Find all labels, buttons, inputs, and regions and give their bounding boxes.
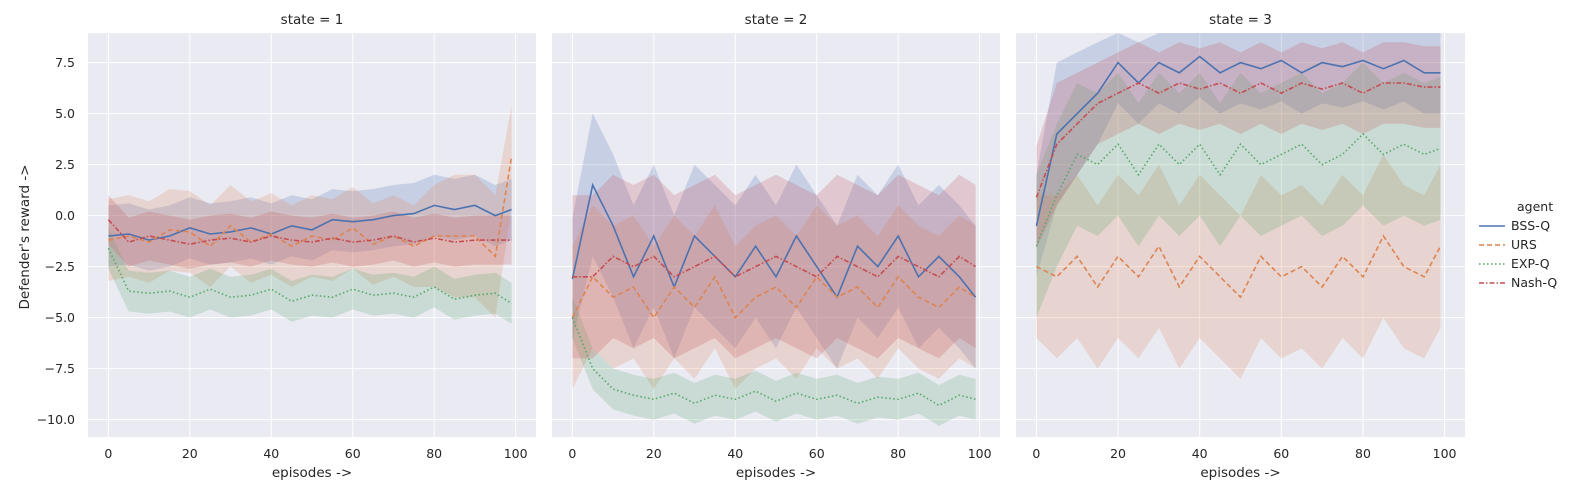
series-group xyxy=(571,113,977,426)
x-tick-label: 0 xyxy=(1032,446,1040,461)
ci-band-urs xyxy=(1036,154,1441,379)
y-tick-label: −2.5 xyxy=(45,259,75,274)
legend-title: agent xyxy=(1517,199,1553,214)
ci-band-exp-q xyxy=(108,227,512,324)
x-axis-label: episodes -> xyxy=(736,465,816,481)
panel-title: state = 3 xyxy=(1209,12,1272,28)
y-tick-label: 5.0 xyxy=(55,106,75,121)
ci-band-nash-q xyxy=(572,174,976,359)
x-tick-label: 60 xyxy=(1273,446,1289,461)
x-tick-label: 100 xyxy=(968,446,992,461)
panel-2: 0 20 40 60 80 100 state = 2 episodes -> xyxy=(552,12,1000,481)
series-line-exp-q xyxy=(1035,132,1441,247)
legend-entries: BSS-Q URS EXP-Q Nash-Q xyxy=(1479,218,1557,290)
x-tick-label: 100 xyxy=(504,446,528,461)
legend-entry-label: Nash-Q xyxy=(1511,275,1557,290)
y-axis-label: Defender's reward -> xyxy=(17,164,33,309)
series-group xyxy=(107,105,513,324)
series-group xyxy=(1035,33,1442,379)
panels: 0 20 40 60 80 100 −10.0 −7.5 −5.0 −2.5 0.0 2.5 5.0 7.… xyxy=(37,12,1465,481)
x-axis-label: episodes -> xyxy=(1200,465,1280,481)
x-tick-label: 80 xyxy=(890,446,906,461)
ci-band-exp-q xyxy=(572,297,976,426)
series-line-urs xyxy=(108,156,513,259)
panel-3: 0 20 40 60 80 100 state = 3 episodes -> xyxy=(1016,12,1465,481)
ci-band-bss-q xyxy=(108,174,512,271)
series-line-urs xyxy=(1036,234,1442,299)
x-tick-label: 40 xyxy=(263,446,279,461)
x-tick-label: 40 xyxy=(1192,446,1208,461)
legend-entry-label: URS xyxy=(1511,237,1537,252)
y-tick-label: −10.0 xyxy=(37,412,75,427)
series-line-exp-q xyxy=(107,247,513,305)
ci-band-bss-q xyxy=(1036,33,1441,277)
x-tick-label: 60 xyxy=(809,446,825,461)
y-tick-label: 2.5 xyxy=(55,157,75,172)
panel-title: state = 1 xyxy=(281,12,344,28)
series-line-bss-q xyxy=(108,204,512,241)
y-tick-label: 0.0 xyxy=(55,208,75,223)
ci-band-urs xyxy=(108,105,512,318)
x-tick-label: 100 xyxy=(1433,446,1457,461)
legend-entry-label: EXP-Q xyxy=(1511,256,1550,271)
x-tick-label: 80 xyxy=(426,446,442,461)
x-tick-label: 20 xyxy=(1110,446,1126,461)
series-line-bss-q xyxy=(1035,55,1441,226)
x-tick-label: 40 xyxy=(727,446,743,461)
ci-band-exp-q xyxy=(1036,62,1441,318)
x-tick-label: 80 xyxy=(1355,446,1371,461)
series-line-exp-q xyxy=(571,317,976,407)
legend: agent BSS-Q URS EXP-Q Nash-Q xyxy=(1479,199,1557,290)
ci-band-nash-q xyxy=(1036,42,1441,249)
x-tick-label: 60 xyxy=(345,446,361,461)
x-axis-label: episodes -> xyxy=(272,465,352,481)
series-line-nash-q xyxy=(572,255,977,278)
series-line-nash-q xyxy=(107,219,512,246)
panel-title: state = 2 xyxy=(745,12,808,28)
x-tick-label: 0 xyxy=(104,446,112,461)
y-tick-label: −7.5 xyxy=(45,361,75,376)
y-tick-label: 7.5 xyxy=(55,55,75,70)
panel-1: 0 20 40 60 80 100 −10.0 −7.5 −5.0 −2.5 0.0 2.5 5.0 7.… xyxy=(37,12,536,481)
legend-entry-label: BSS-Q xyxy=(1511,218,1550,233)
plot-background xyxy=(88,33,536,437)
series-line-nash-q xyxy=(1035,82,1441,198)
y-tick-label: −5.0 xyxy=(45,310,75,325)
ci-band-urs xyxy=(572,205,976,390)
x-tick-label: 0 xyxy=(568,446,576,461)
x-tick-label: 20 xyxy=(646,446,662,461)
x-tick-label: 20 xyxy=(182,446,198,461)
plot-background xyxy=(552,33,1000,437)
ci-band-nash-q xyxy=(108,195,512,269)
